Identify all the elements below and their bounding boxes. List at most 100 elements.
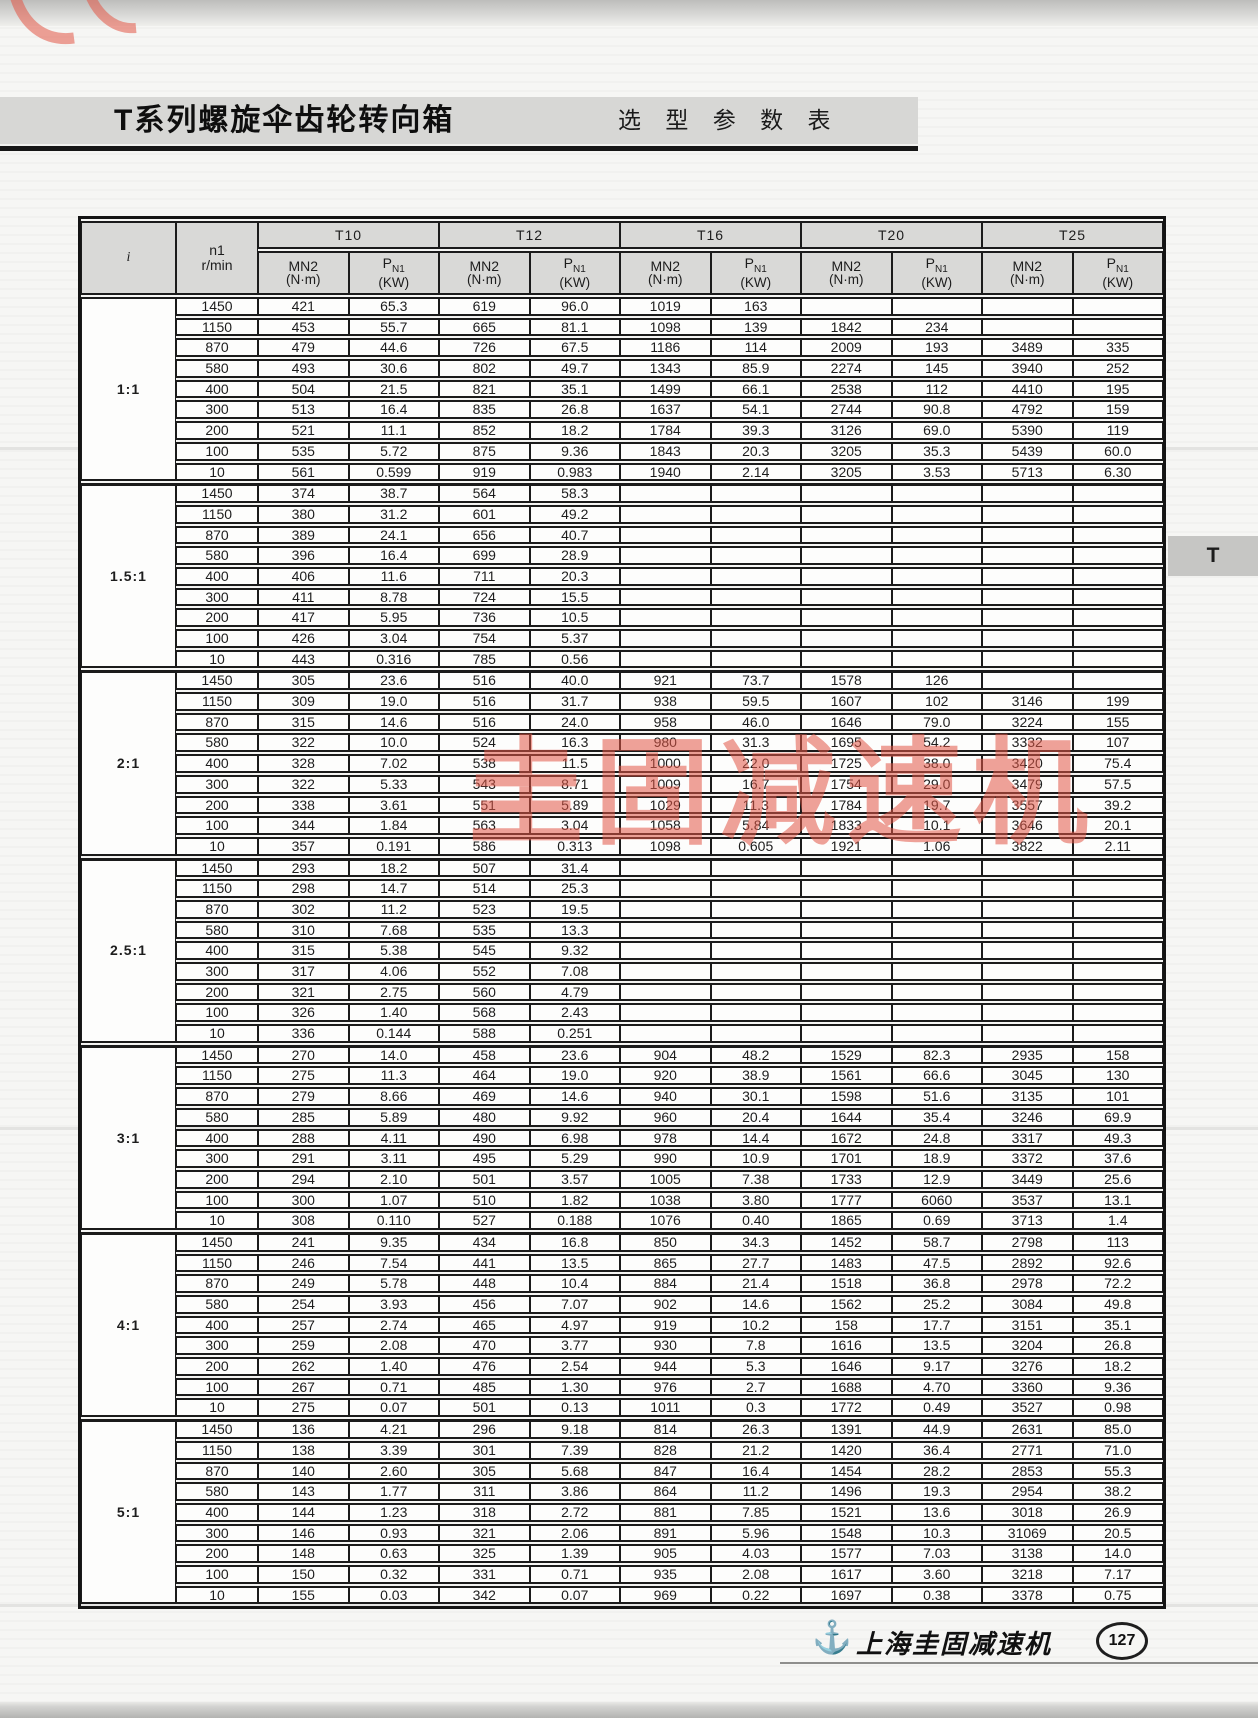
data-cell: 3218	[982, 1564, 1073, 1584]
mn2-unit: (N·m)	[286, 272, 321, 288]
table-row: 580 396 16.4 699 28.9	[81, 546, 1163, 565]
data-cell: 1.82	[529, 1190, 620, 1210]
header-T25-mn2: MN2 (N·m)	[982, 251, 1073, 295]
data-cell: 27.7	[710, 1253, 801, 1273]
data-cell: 1688	[801, 1377, 892, 1397]
data-cell: 14.6	[529, 1087, 620, 1106]
data-cell: 252	[1072, 359, 1163, 378]
data-cell: 14.4	[710, 1128, 801, 1148]
data-cell: 3378	[982, 1585, 1073, 1605]
data-cell: 2.06	[529, 1523, 620, 1543]
data-cell	[620, 587, 711, 607]
n1-cell: 400	[176, 379, 258, 399]
data-cell: 10.9	[710, 1149, 801, 1168]
data-cell: 3.77	[529, 1336, 620, 1356]
data-cell: 3940	[982, 359, 1073, 378]
table-row: 2:1 1450 305 23.6 516 40.0 921 73.7 1578 126	[81, 670, 1163, 856]
n1-cell: 300	[176, 774, 258, 794]
data-cell	[710, 587, 801, 607]
data-cell: 17.7	[891, 1315, 982, 1335]
data-cell: 3372	[982, 1149, 1073, 1168]
mn2-label: MN2	[288, 257, 319, 274]
data-cell	[801, 504, 892, 524]
data-cell: 18.2	[1072, 1357, 1163, 1376]
data-cell: 19.5	[529, 899, 620, 919]
data-cell: 1561	[801, 1066, 892, 1086]
data-cell: 1784	[620, 421, 711, 440]
data-cell: 102	[891, 692, 982, 711]
table-row: 400 257 2.74 465 4.97 919 10.2 158 17.7 3151 35.1	[81, 1315, 1163, 1335]
data-cell: 535	[258, 441, 349, 461]
data-cell: 69.0	[891, 421, 982, 440]
n1-cell: 10	[176, 462, 258, 482]
data-cell: 294	[258, 1169, 349, 1189]
data-cell: 51.6	[891, 1087, 982, 1106]
data-cell	[891, 857, 982, 878]
data-cell	[801, 857, 892, 878]
data-cell: 2.11	[1072, 836, 1163, 856]
data-cell: 1.77	[348, 1482, 439, 1501]
data-cell: 1521	[801, 1502, 892, 1522]
data-cell: 3146	[982, 692, 1073, 711]
data-cell	[891, 962, 982, 981]
table-row: 5:1 1450 136 4.21 296 9.18 814 26.3 1391 44.9 2631…	[81, 1419, 1163, 1605]
data-cell: 881	[620, 1502, 711, 1522]
data-cell: 10.5	[529, 608, 620, 627]
data-cell: 293	[258, 857, 349, 878]
data-cell	[982, 920, 1073, 940]
data-cell	[710, 629, 801, 648]
data-cell	[982, 982, 1073, 1002]
data-cell: 1529	[801, 1044, 892, 1065]
table-row: 3:1 1450 270 14.0 458 23.6 904 48.2 1529 82.3 2935…	[81, 1044, 1163, 1230]
data-cell: 3.04	[529, 816, 620, 835]
data-cell: 920	[620, 1066, 711, 1086]
pn1-unit: (KW)	[559, 274, 591, 290]
n1-cell: 100	[176, 1564, 258, 1584]
data-cell: 275	[258, 1066, 349, 1086]
data-cell	[891, 920, 982, 940]
data-cell: 1598	[801, 1087, 892, 1106]
data-cell: 11.2	[348, 899, 439, 919]
data-cell: 39.3	[710, 421, 801, 440]
data-cell: 5.78	[348, 1274, 439, 1293]
data-cell	[1072, 1024, 1163, 1043]
data-cell: 1005	[620, 1169, 711, 1189]
data-cell	[982, 297, 1073, 316]
data-cell: 958	[620, 712, 711, 732]
data-cell: 504	[258, 379, 349, 399]
data-cell: 1019	[620, 297, 711, 316]
data-cell: 3.11	[348, 1149, 439, 1168]
data-cell: 516	[439, 670, 530, 691]
data-cell: 49.8	[1072, 1295, 1163, 1314]
data-cell	[710, 879, 801, 898]
data-cell	[982, 566, 1073, 586]
data-cell: 246	[258, 1253, 349, 1273]
data-cell: 411	[258, 587, 349, 607]
brand-logo-icon: ⚓	[812, 1619, 852, 1655]
data-cell: 0.07	[529, 1585, 620, 1605]
data-cell: 919	[620, 1315, 711, 1335]
table-row: 400 328 7.02 538 11.5 1000 22.0 1725 38.0 3420 75.…	[81, 754, 1163, 773]
table-row: 400 504 21.5 821 35.1 1499 66.1 2538 112 4410 195	[81, 379, 1163, 399]
data-cell: 0.49	[891, 1398, 982, 1418]
data-cell: 0.188	[529, 1211, 620, 1230]
data-cell: 479	[258, 338, 349, 358]
data-cell: 150	[258, 1564, 349, 1584]
data-cell: 35.3	[891, 441, 982, 461]
data-cell: 1452	[801, 1231, 892, 1252]
table-row: 100 150 0.32 331 0.71 935 2.08 1617 3.60 3218 7.17	[81, 1564, 1163, 1584]
data-cell	[1072, 962, 1163, 981]
data-cell: 16.4	[348, 400, 439, 420]
data-cell: 480	[439, 1107, 530, 1127]
data-cell: 10.3	[891, 1523, 982, 1543]
data-cell: 6060	[891, 1190, 982, 1210]
data-cell: 417	[258, 608, 349, 627]
data-cell	[891, 649, 982, 669]
data-cell: 0.13	[529, 1398, 620, 1418]
data-cell: 9.17	[891, 1357, 982, 1376]
data-cell	[710, 608, 801, 627]
table-row: 100 267 0.71 485 1.30 976 2.7 1688 4.70 3360 9.36	[81, 1377, 1163, 1397]
data-cell: 865	[620, 1253, 711, 1273]
n1-cell: 100	[176, 1377, 258, 1397]
data-cell	[710, 525, 801, 545]
